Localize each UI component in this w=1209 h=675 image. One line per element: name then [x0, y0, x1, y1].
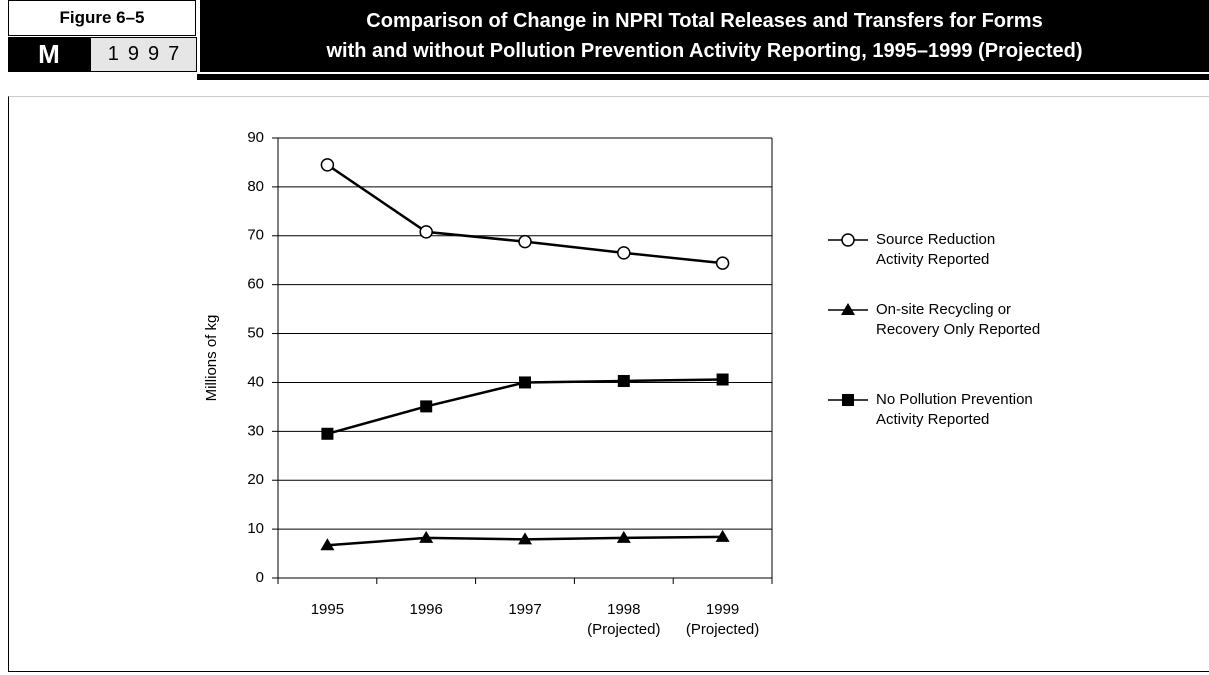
data-point [320, 538, 335, 551]
section-label: M [8, 37, 90, 72]
data-point [518, 532, 532, 545]
data-point [518, 234, 532, 249]
legend-marker [842, 394, 854, 406]
y-tick-label: 40 [247, 373, 264, 390]
y-tick-label: 20 [247, 471, 264, 488]
data-point [616, 530, 631, 543]
y-tick-label: 50 [247, 325, 264, 342]
y-axis-label: Millions of kg [203, 315, 220, 402]
x-tick-label: 1996 [409, 601, 443, 618]
x-tick-label: 1999 (Projected) [685, 601, 760, 638]
data-point [715, 529, 730, 542]
x-tick-label: 1997 [508, 601, 542, 618]
data-point [617, 374, 630, 387]
data-point [519, 376, 531, 389]
x-tick-label: 1995 [310, 601, 345, 618]
y-tick-label: 80 [247, 178, 264, 195]
legend-label: On-site Recycling or Recovery Only Repor… [876, 301, 1041, 338]
chart-frame [8, 96, 1209, 672]
data-point [419, 530, 434, 543]
data-point [715, 256, 730, 270]
figure-number: Figure 6–5 [8, 0, 196, 36]
year-label: 1997 [90, 37, 197, 72]
legend-marker [841, 233, 855, 247]
x-tick-label: 1998 (Projected) [587, 601, 661, 638]
data-point [617, 246, 631, 260]
header-rule [197, 74, 1209, 80]
data-point [716, 373, 729, 386]
chart-title: Comparison of Change in NPRI Total Relea… [366, 10, 1043, 32]
legend-marker [841, 303, 855, 315]
chart-title: with and without Pollution Prevention Ac… [326, 40, 1083, 62]
y-tick-label: 70 [247, 227, 264, 244]
y-tick-label: 30 [247, 422, 264, 439]
title-bar: Comparison of Change in NPRI Total Relea… [200, 0, 1209, 72]
legend-label: Source Reduction Activity Reported [876, 231, 996, 268]
data-point [419, 225, 433, 239]
legend-label: No Pollution Prevention Activity Reporte… [876, 391, 1033, 428]
data-point [321, 427, 334, 440]
data-point [420, 400, 433, 413]
data-point [320, 158, 335, 172]
y-tick-label: 0 [256, 569, 264, 586]
y-tick-label: 10 [247, 520, 264, 537]
y-tick-label: 60 [247, 276, 264, 293]
series-line [326, 163, 723, 265]
y-tick-label: 90 [247, 129, 264, 146]
